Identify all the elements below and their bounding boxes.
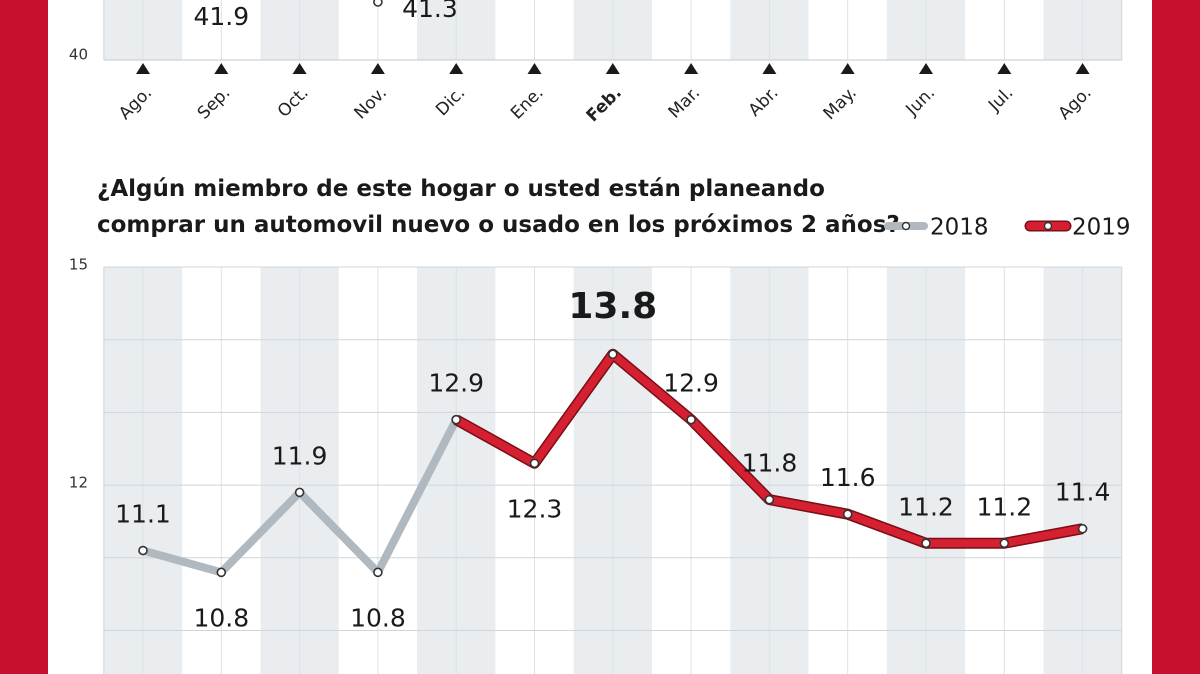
y-tick-label: 40	[69, 46, 88, 64]
tick-triangle	[214, 63, 229, 74]
y-tick-label: 15	[69, 256, 88, 274]
point	[686, 414, 696, 425]
data-label: 41.3	[402, 0, 458, 23]
point	[921, 538, 931, 549]
chart-title: comprar un automovil nuevo o usado en lo…	[97, 212, 900, 238]
tick-triangle	[997, 63, 1012, 74]
data-label: 11.2	[898, 492, 954, 521]
point	[373, 0, 383, 7]
tick-triangle	[449, 63, 464, 74]
data-label: 11.1	[115, 500, 171, 529]
chart-title: ¿Algún miembro de este hogar o usted est…	[97, 176, 825, 202]
y-tick-label: 12	[69, 474, 88, 492]
point	[764, 494, 775, 505]
point	[1077, 523, 1088, 534]
legend-label: 2019	[1072, 215, 1131, 241]
tick-triangle	[527, 63, 542, 74]
data-label: 41.9	[193, 2, 249, 31]
point	[999, 538, 1010, 549]
point	[529, 458, 540, 469]
data-label: 10.8	[193, 603, 249, 632]
data-label: 11.4	[1055, 478, 1111, 507]
point	[216, 567, 227, 578]
data-label: 12.9	[663, 369, 719, 398]
data-label: 11.9	[272, 441, 328, 470]
tick-triangle	[762, 63, 777, 74]
legend-point	[1043, 221, 1053, 231]
data-label: 12.9	[428, 369, 484, 398]
point	[138, 545, 148, 556]
data-label: 11.8	[742, 449, 798, 478]
legend-point	[901, 221, 911, 231]
point	[842, 509, 853, 519]
tick-triangle	[919, 63, 933, 74]
tick-triangle	[840, 63, 855, 74]
legend-label: 2018	[930, 215, 989, 241]
data-label: 12.3	[507, 494, 563, 523]
tick-triangle	[136, 63, 150, 74]
data-label: 13.8	[568, 286, 657, 327]
data-label: 11.2	[976, 492, 1032, 521]
point	[373, 567, 383, 578]
tick-triangle	[370, 63, 385, 74]
tick-triangle	[605, 63, 620, 74]
tick-triangle	[684, 63, 699, 74]
data-label: 11.6	[820, 463, 876, 492]
tick-triangle	[292, 63, 307, 74]
point	[294, 487, 305, 498]
point	[607, 349, 618, 360]
data-label: 10.8	[350, 603, 406, 632]
tick-triangle	[1075, 63, 1090, 74]
point	[451, 414, 462, 425]
